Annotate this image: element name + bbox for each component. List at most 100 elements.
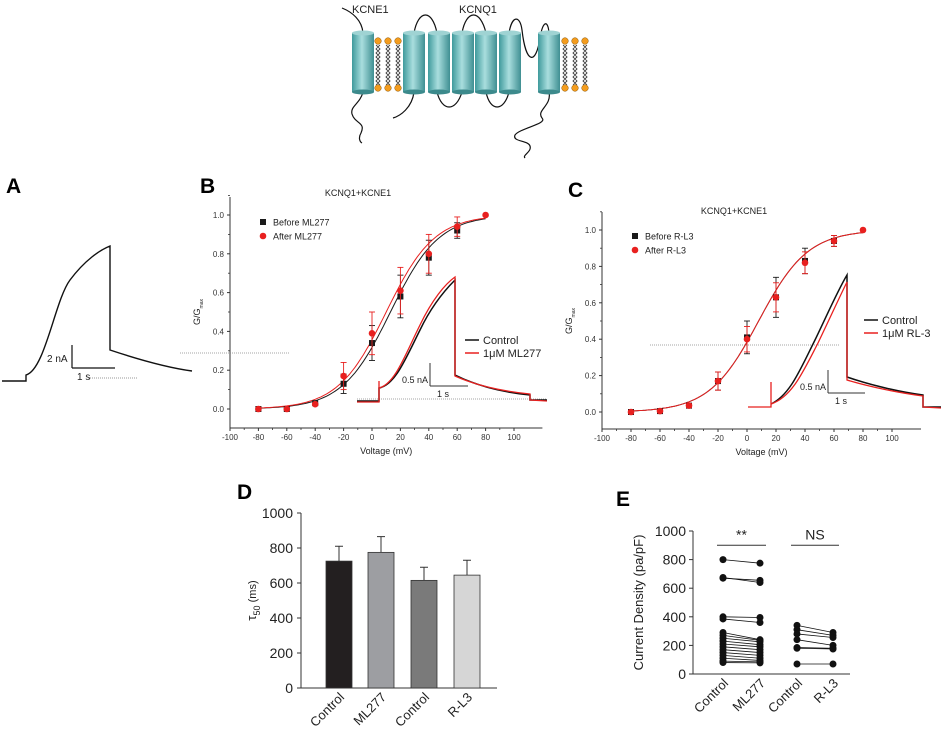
x-tick-label: Control — [765, 675, 805, 715]
data-point — [756, 614, 764, 622]
helix-bottom — [452, 89, 474, 95]
time-scale-label: 1 s — [77, 372, 90, 383]
x-tick-label: -80 — [253, 433, 265, 442]
panel-d-bar-chart: D 0 200 400 600 800 1000 Control ML277 Control R-L… — [237, 481, 497, 730]
y-tick-label: 200 — [663, 637, 687, 653]
helix-bottom — [428, 89, 450, 95]
x-tick-label: ML277 — [729, 676, 768, 715]
x-tick-label: 40 — [424, 433, 433, 442]
y-tick-label: 0.0 — [585, 408, 597, 417]
kcne1-label: KCNE1 — [352, 4, 389, 16]
lipid-tail — [565, 44, 568, 86]
paired-line — [722, 577, 761, 583]
data-point — [829, 645, 837, 653]
lipid-tail — [398, 44, 401, 86]
lipid-tail — [395, 44, 398, 86]
panel-letter-a: A — [6, 175, 21, 198]
lipid-head — [384, 37, 392, 45]
kcnq1-kcne1-membrane-diagram: KCNE1 KCNQ1 — [341, 4, 589, 159]
paired-line — [796, 647, 834, 649]
lipid-tail — [562, 44, 565, 86]
x-axis-label: Voltage (mV) — [360, 446, 412, 456]
y-tick-label: 0.0 — [213, 405, 225, 414]
x-tick-label: -60 — [654, 434, 666, 443]
x-tick-label: R-L3 — [811, 676, 842, 707]
transmembrane-helix — [538, 33, 560, 92]
data-point — [793, 660, 801, 668]
paired-line — [722, 660, 761, 663]
extracellular-loop — [461, 14, 487, 34]
legend-label: After R-L3 — [645, 246, 686, 256]
data-point-circle — [368, 330, 376, 337]
data-point-circle — [397, 287, 404, 294]
y-tick-label: 0.6 — [585, 299, 597, 308]
transmembrane-helix — [452, 33, 474, 92]
x-tick-label: 100 — [507, 433, 521, 442]
paired-line — [722, 643, 761, 648]
lipid-tail — [575, 44, 578, 86]
legend-control-label: Control — [483, 335, 518, 347]
kcnq1-c-terminus — [514, 91, 550, 159]
x-tick-label: -20 — [338, 433, 350, 442]
transmembrane-helix — [428, 33, 450, 92]
paired-line — [722, 637, 761, 643]
legend-drug-label: 1μM RL-3 — [882, 328, 931, 340]
y-tick-label: 600 — [663, 580, 687, 596]
data-point — [756, 578, 764, 586]
helix-bottom — [403, 89, 425, 95]
y-axis-label-subscript: 50 — [252, 605, 262, 615]
drug-current-trace — [748, 281, 941, 409]
data-point-circle — [772, 294, 780, 301]
legend-label: Before ML277 — [273, 218, 330, 228]
pore-loop — [508, 18, 550, 58]
helix-bottom — [352, 89, 374, 95]
control-current-trace — [770, 272, 941, 408]
paired-line — [722, 657, 761, 661]
kcne1-c-terminus — [351, 91, 364, 144]
y-axis-label-subscript: max — [199, 299, 205, 309]
data-point-circle — [425, 250, 433, 258]
bar-r-l3 — [453, 574, 481, 689]
data-point-circle — [801, 259, 809, 267]
intracellular-loop — [485, 91, 510, 108]
data-point-circle — [859, 226, 867, 234]
y-axis-label-main: τ — [244, 615, 259, 621]
data-point — [719, 573, 727, 581]
helix-bottom — [538, 89, 560, 95]
helix-top — [452, 30, 474, 36]
data-point-circle — [627, 408, 635, 416]
legend-marker-square — [260, 219, 266, 225]
paired-line — [722, 646, 761, 651]
x-tick-label: R-L3 — [445, 690, 476, 721]
transmembrane-helix — [352, 33, 374, 92]
chart-title: KCNQ1+KCNE1 — [701, 206, 767, 216]
inset-time-scale-label: 1 s — [437, 389, 450, 399]
paired-line — [722, 559, 761, 564]
helix-bottom — [499, 89, 521, 95]
x-tick-label: 20 — [396, 433, 405, 442]
lipid-tail — [375, 44, 378, 86]
y-tick-label: 200 — [270, 645, 294, 661]
x-tick-label: 100 — [885, 434, 899, 443]
lipid-head — [581, 84, 589, 92]
inset-voltage-scale-label: 0.5 nA — [800, 382, 826, 392]
lipid-head — [384, 84, 392, 92]
lipid-tail — [582, 44, 585, 86]
data-point-circle — [255, 405, 262, 413]
y-tick-label: 1.0 — [213, 211, 225, 220]
x-tick-label: 0 — [745, 434, 750, 443]
data-point-circle — [453, 223, 461, 230]
y-tick-label: 0.8 — [585, 262, 597, 271]
paired-line — [722, 634, 761, 641]
y-axis-label-subscript: max — [571, 308, 577, 318]
paired-line — [722, 655, 761, 659]
y-axis-label-main: G/G — [192, 308, 202, 325]
paired-line — [796, 624, 834, 633]
lipid-head — [561, 37, 569, 45]
x-tick-label: Control — [307, 689, 347, 729]
data-point-circle — [714, 377, 722, 385]
helix-bottom — [475, 89, 497, 95]
paired-line — [722, 652, 761, 656]
data-point-circle — [482, 211, 489, 219]
